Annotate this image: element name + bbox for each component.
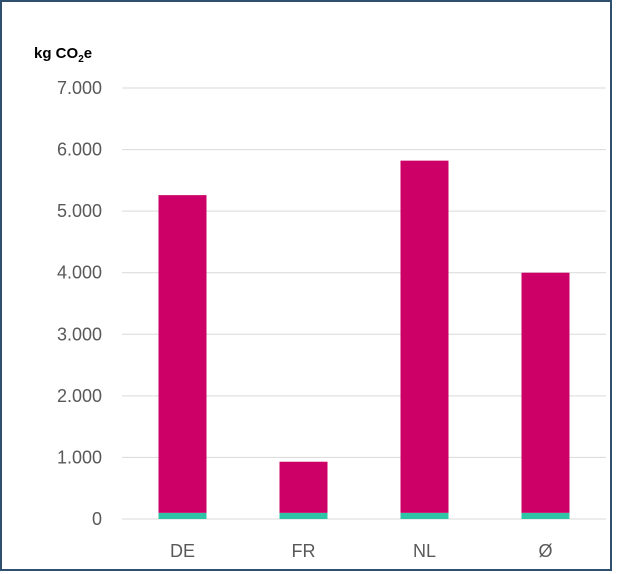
y-axis-ticks: 0 1.000 2.000 3.000 4.000 5.000 6.000 7.000	[57, 78, 102, 529]
x-tick-label: DE	[170, 541, 195, 561]
bar-segment	[158, 195, 207, 513]
y-tick-label: 5.000	[57, 201, 102, 221]
x-tick-label: NL	[413, 541, 436, 561]
y-tick-label: 3.000	[57, 324, 102, 344]
unit-label-base: kg CO	[34, 45, 79, 62]
y-tick-label: 2.000	[57, 386, 102, 406]
bar-segment	[158, 512, 207, 519]
bars	[158, 160, 570, 519]
x-tick-label: FR	[292, 541, 316, 561]
y-tick-label: 6.000	[57, 140, 102, 160]
y-tick-label: 1.000	[57, 447, 102, 467]
y-tick-label: 0	[92, 509, 102, 529]
unit-label-suffix: e	[84, 45, 92, 62]
y-tick-label: 4.000	[57, 263, 102, 283]
bar-segment	[279, 461, 328, 513]
bar-segment	[521, 512, 570, 519]
bar-segment	[521, 272, 570, 513]
y-tick-label: 7.000	[57, 78, 102, 98]
bar-segment	[400, 160, 449, 513]
bar-segment	[400, 512, 449, 519]
y-axis-unit-label: kg CO2e	[34, 45, 92, 65]
x-tick-label: Ø	[538, 541, 552, 561]
x-axis-ticks: DE FR NL Ø	[170, 541, 553, 561]
bar-segment	[279, 512, 328, 519]
unit-label-subscript: 2	[78, 54, 84, 65]
